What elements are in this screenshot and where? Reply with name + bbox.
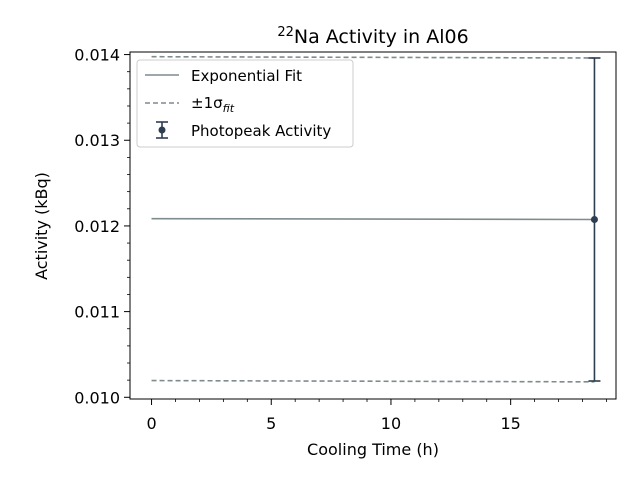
- sigma-upper-line: [151, 55, 595, 59]
- y-tick-label-0: 0.010: [74, 388, 120, 407]
- x-tick-label-3: 15: [500, 414, 520, 433]
- x-tick-label-0: 0: [146, 414, 156, 433]
- legend: Exponential Fit ±1σfit Photopeak Activit…: [136, 59, 354, 148]
- y-tick-label-2: 0.012: [74, 217, 120, 236]
- sigma-lower-line: [151, 379, 595, 383]
- x-tick-label-2: 10: [381, 414, 401, 433]
- y-tick-label-1: 0.011: [74, 303, 120, 322]
- legend-sigma-label-subscript: fit: [223, 102, 235, 115]
- legend-sigma-label: ±1σfit: [191, 94, 235, 115]
- legend-sigma-label-main: ±1σ: [191, 94, 223, 112]
- x-tick-label-1: 5: [266, 414, 276, 433]
- exponential-fit-line: [151, 217, 595, 221]
- x-axis-title: Cooling Time (h): [307, 440, 439, 459]
- plot-area: [151, 55, 601, 383]
- legend-marker: [158, 126, 166, 134]
- y-axis: 0.010 0.011 0.012 0.013 0.014: [74, 46, 130, 407]
- legend-photopeak-label: Photopeak Activity: [191, 122, 331, 140]
- legend-box: [136, 59, 354, 148]
- chart-title: 22Na Activity in Al06: [277, 25, 468, 48]
- legend-fit-label: Exponential Fit: [191, 67, 302, 85]
- y-tick-label-3: 0.013: [74, 131, 120, 150]
- y-axis-title: Activity (kBq): [32, 172, 51, 280]
- chart-title-main: Na Activity in Al06: [294, 26, 469, 48]
- y-tick-label-4: 0.014: [74, 46, 120, 65]
- chart-title-superscript: 22: [277, 25, 294, 40]
- data-point-0: [590, 216, 598, 224]
- x-axis: 0 5 10 15: [146, 399, 607, 433]
